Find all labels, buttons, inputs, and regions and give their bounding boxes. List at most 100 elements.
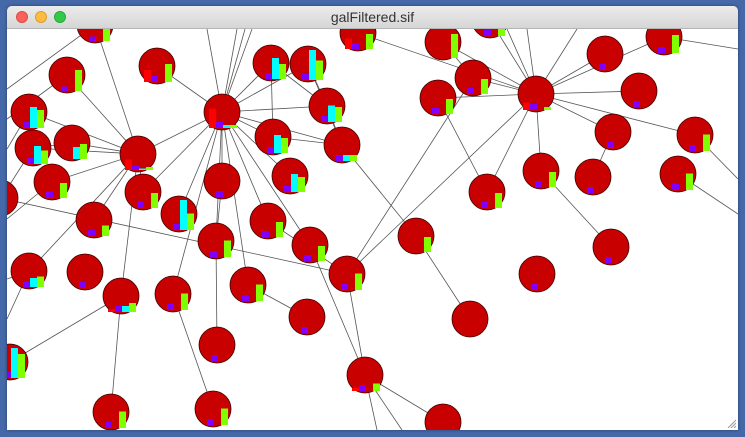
node-bar[interactable]: [242, 295, 249, 301]
node-bar[interactable]: [256, 284, 263, 302]
node-bar[interactable]: [535, 181, 542, 187]
node-bar[interactable]: [108, 309, 115, 312]
node-bar[interactable]: [341, 284, 348, 290]
node-bar[interactable]: [658, 47, 665, 53]
node-bar[interactable]: [37, 276, 44, 288]
node-bar[interactable]: [484, 30, 491, 36]
node-bar[interactable]: [224, 240, 231, 258]
node-bar[interactable]: [173, 224, 180, 230]
node-bar[interactable]: [105, 422, 112, 428]
node-bar[interactable]: [366, 34, 373, 49]
node-bar[interactable]: [211, 355, 218, 361]
node[interactable]: [7, 180, 19, 216]
node-bar[interactable]: [355, 273, 362, 291]
node-bar[interactable]: [265, 73, 272, 79]
node-bar[interactable]: [207, 419, 214, 425]
node-bar[interactable]: [352, 388, 359, 391]
node-bar[interactable]: [41, 150, 48, 165]
network-view[interactable]: [7, 6, 738, 430]
node[interactable]: [574, 158, 612, 196]
node-bar[interactable]: [139, 168, 146, 171]
node-bar[interactable]: [318, 246, 325, 261]
node-bar[interactable]: [321, 116, 328, 122]
node-bar[interactable]: [451, 34, 458, 58]
node-bar[interactable]: [587, 187, 594, 193]
node-bar[interactable]: [350, 155, 357, 161]
node-bar[interactable]: [432, 108, 439, 114]
node-bar[interactable]: [79, 282, 86, 288]
resize-grip-icon[interactable]: [726, 418, 736, 428]
node-bar[interactable]: [88, 230, 95, 236]
node[interactable]: [323, 126, 361, 164]
node-bar[interactable]: [373, 383, 380, 392]
node-bar[interactable]: [279, 64, 286, 79]
close-button[interactable]: [16, 11, 28, 23]
node-bar[interactable]: [216, 122, 223, 128]
node-bar[interactable]: [549, 172, 556, 187]
node-bar[interactable]: [281, 138, 288, 153]
node[interactable]: [592, 228, 630, 266]
node-bar[interactable]: [605, 257, 612, 263]
node-bar[interactable]: [23, 122, 30, 128]
node-bar[interactable]: [37, 110, 44, 128]
node-bar[interactable]: [672, 35, 679, 53]
node-bar[interactable]: [523, 102, 530, 111]
node-bar[interactable]: [151, 193, 158, 208]
node-bar[interactable]: [633, 101, 640, 107]
node-bar[interactable]: [467, 88, 474, 94]
node-bar[interactable]: [544, 107, 551, 110]
node-bar[interactable]: [291, 174, 298, 192]
node[interactable]: [594, 113, 632, 151]
node-bar[interactable]: [209, 108, 216, 129]
node-bar[interactable]: [309, 50, 316, 80]
node[interactable]: [198, 326, 236, 364]
node-bar[interactable]: [230, 125, 237, 128]
node-bar[interactable]: [686, 173, 693, 191]
node-bar[interactable]: [119, 411, 126, 429]
node-bar[interactable]: [216, 191, 223, 197]
node-bar[interactable]: [446, 99, 453, 114]
node-bar[interactable]: [223, 125, 230, 128]
node-bar[interactable]: [27, 158, 34, 164]
node-bar[interactable]: [187, 213, 194, 231]
node-bar[interactable]: [103, 26, 110, 41]
node-bar[interactable]: [23, 281, 30, 287]
node-bar[interactable]: [151, 76, 158, 82]
node-bar[interactable]: [689, 145, 696, 151]
node[interactable]: [451, 300, 489, 338]
node-bar[interactable]: [262, 231, 269, 237]
node[interactable]: [288, 298, 326, 336]
node[interactable]: [203, 162, 241, 200]
node-bar[interactable]: [165, 64, 172, 82]
node-bar[interactable]: [11, 348, 18, 378]
node-bar[interactable]: [80, 144, 87, 159]
node-bar[interactable]: [672, 184, 679, 190]
node-bar[interactable]: [304, 255, 311, 261]
node-bar[interactable]: [180, 200, 187, 230]
node-bar[interactable]: [167, 304, 174, 310]
node-bar[interactable]: [301, 327, 308, 333]
node[interactable]: [620, 72, 658, 110]
node-bar[interactable]: [703, 134, 710, 152]
node-bar[interactable]: [335, 107, 342, 122]
node-bar[interactable]: [302, 74, 309, 80]
node-bar[interactable]: [60, 183, 67, 198]
node-bar[interactable]: [274, 135, 281, 153]
node-bar[interactable]: [102, 225, 109, 237]
node[interactable]: [586, 35, 624, 73]
node-bar[interactable]: [125, 159, 132, 171]
node-bar[interactable]: [129, 303, 136, 312]
node-bar[interactable]: [61, 86, 68, 92]
node-bar[interactable]: [210, 251, 217, 257]
node-bar[interactable]: [89, 36, 96, 42]
node-bar[interactable]: [30, 107, 37, 128]
node-bar[interactable]: [481, 202, 488, 208]
node-bar[interactable]: [146, 167, 153, 170]
node-bar[interactable]: [75, 70, 82, 91]
title-bar[interactable]: galFiltered.sif: [7, 6, 738, 29]
node-bar[interactable]: [531, 284, 538, 290]
node-bar[interactable]: [530, 104, 537, 110]
node-bar[interactable]: [495, 193, 502, 208]
node-bar[interactable]: [221, 408, 228, 426]
node-bar[interactable]: [46, 192, 53, 198]
